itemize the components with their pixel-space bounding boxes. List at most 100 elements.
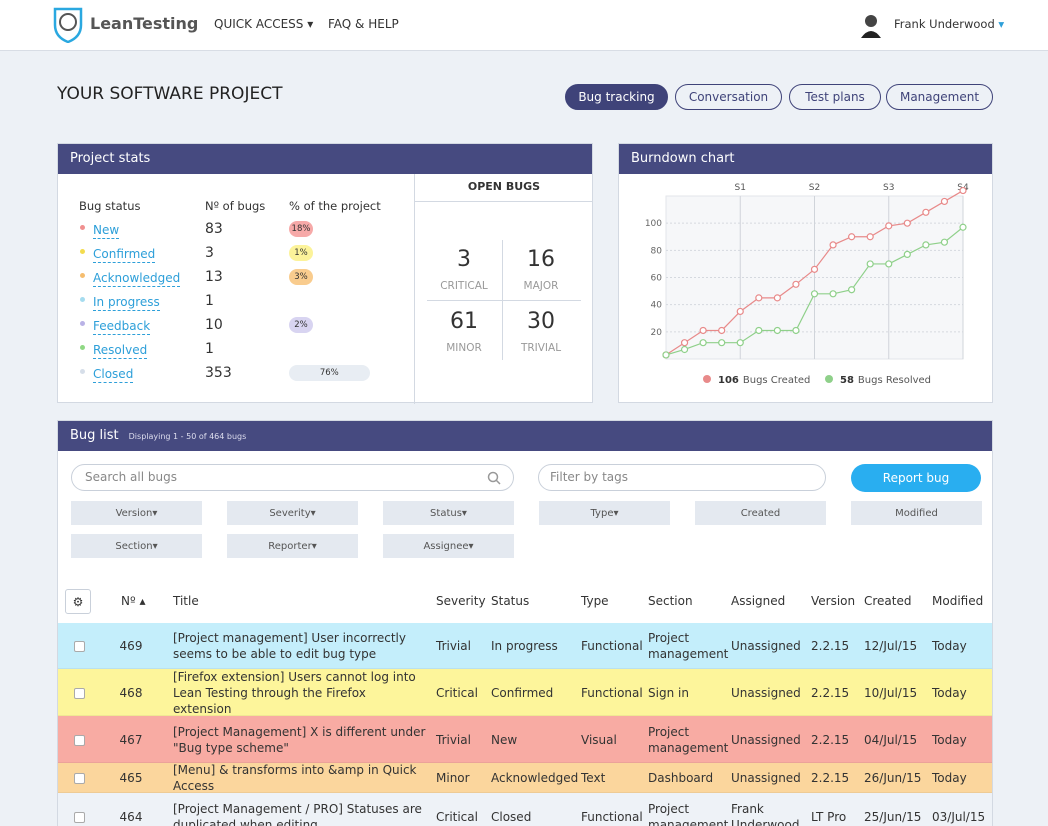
bug-cell: Text <box>581 771 606 785</box>
open-label: CRITICAL <box>440 280 488 292</box>
bug-cell: Acknowledged <box>491 771 579 785</box>
bug-row[interactable]: 465 [Menu] & transforms into &amp in Quic… <box>58 763 992 793</box>
row-checkbox[interactable] <box>74 641 85 652</box>
column-header[interactable]: Severity <box>436 594 486 608</box>
status-link[interactable]: Closed <box>93 367 134 383</box>
filter-button[interactable]: Modified <box>851 501 982 525</box>
point <box>866 233 874 241</box>
status-link[interactable]: Confirmed <box>93 247 156 263</box>
filter-button[interactable]: Reporter ▾ <box>227 534 358 558</box>
filter-button[interactable]: Severity ▾ <box>227 501 358 525</box>
column-header[interactable]: Title <box>173 594 199 608</box>
tab[interactable]: Bug tracking <box>565 84 668 110</box>
row-checkbox[interactable] <box>74 734 85 746</box>
column-header[interactable]: Modified <box>932 594 984 608</box>
bug-count: 13 <box>205 269 223 285</box>
filter-button[interactable]: Section ▾ <box>71 534 202 558</box>
filter-button[interactable]: Version ▾ <box>71 501 202 525</box>
bug-cell: [Project management] User incorrectly se… <box>173 631 406 661</box>
percent-pill: 1% <box>289 245 313 261</box>
filter-button[interactable]: Assignee ▾ <box>383 534 514 558</box>
bug-cell: New <box>491 732 518 747</box>
legend-dot <box>825 375 833 383</box>
status-link[interactable]: Resolved <box>93 343 148 359</box>
nav-quick-access[interactable]: QUICK ACCESS ▾ <box>214 17 314 31</box>
point <box>662 351 670 359</box>
status-link[interactable]: New <box>93 223 120 239</box>
point <box>885 222 893 230</box>
column-header[interactable]: Status <box>491 594 530 608</box>
button-label: Report bug <box>882 471 950 485</box>
tab-label: Management <box>899 90 980 104</box>
bug-cell: Today <box>932 639 967 653</box>
filter-label: Version <box>115 507 153 519</box>
filter-button[interactable]: Status ▾ <box>383 501 514 525</box>
point <box>866 260 874 268</box>
tab[interactable]: Conversation <box>675 84 782 110</box>
open-bugs-title: OPEN BUGS <box>467 180 541 193</box>
column-header: Bug status <box>79 199 141 213</box>
open-count: 30 <box>527 309 555 334</box>
filter-button[interactable]: Created <box>695 501 826 525</box>
user-name: Frank Underwood <box>894 17 995 31</box>
user-menu[interactable]: Frank Underwood ▾ <box>894 17 1005 31</box>
point <box>680 339 689 347</box>
row-checkbox[interactable] <box>74 773 85 784</box>
open-count: 3 <box>457 247 471 272</box>
column-header[interactable]: Created <box>864 594 912 608</box>
settings-button[interactable]: ⚙ <box>65 589 91 614</box>
bug-cell: Functional <box>581 685 643 700</box>
report-bug-button[interactable]: Report bug <box>851 464 981 492</box>
tab[interactable]: Management <box>886 84 993 110</box>
nav-label: QUICK ACCESS <box>214 17 304 31</box>
bug-row[interactable]: 469 [Project management] User incorrectly… <box>58 623 992 669</box>
y-tick-label: 20 <box>651 328 663 338</box>
status-dot <box>80 249 85 254</box>
bug-cell: Today <box>932 771 967 785</box>
panel-title: Project stats <box>58 144 592 174</box>
legend-name: Bugs Created <box>743 375 811 386</box>
bug-cell: 2.2.15 <box>811 771 850 785</box>
bug-cell: Project management <box>648 801 729 826</box>
point <box>885 260 893 268</box>
bug-cell: Project management <box>648 631 729 661</box>
point <box>922 241 930 249</box>
legend-dot <box>703 375 711 383</box>
status-link[interactable]: Feedback <box>93 319 151 335</box>
row-checkbox[interactable] <box>74 687 85 699</box>
bug-cell: Critical <box>436 685 478 700</box>
row-checkbox[interactable] <box>74 811 85 823</box>
point <box>848 233 856 241</box>
bug-row[interactable]: 467 [Project Management] X is different u… <box>58 716 992 763</box>
bug-cell: 03/Jul/15 <box>932 809 986 824</box>
column-header[interactable]: Type <box>581 594 609 608</box>
status-link[interactable]: Acknowledged <box>93 271 181 287</box>
y-tick-label: 40 <box>651 301 663 311</box>
point <box>959 223 967 231</box>
bug-cell: 2.2.15 <box>811 732 850 747</box>
tags-input[interactable]: Filter by tags <box>538 464 826 491</box>
column-header[interactable]: Nº ▴ <box>121 594 146 608</box>
bug-list-panel: Bug list Displaying 1 - 50 of 464 bugs Se… <box>57 420 993 826</box>
bug-row[interactable]: 464 [Project Management / PRO] Statuses a… <box>58 793 992 826</box>
column-header[interactable]: Version <box>811 594 856 608</box>
column-header[interactable]: Assigned <box>731 594 786 608</box>
bug-cell: Dashboard <box>648 771 714 785</box>
point <box>940 197 949 206</box>
status-link[interactable]: In progress <box>93 295 160 311</box>
point <box>792 326 800 335</box>
bug-row[interactable]: 468 [Firefox extension] Users cannot log … <box>58 669 992 716</box>
legend-total: 106 <box>718 375 739 386</box>
divider <box>427 300 581 301</box>
tab[interactable]: Test plans <box>789 84 881 110</box>
search-input[interactable]: Search all bugs <box>71 464 514 491</box>
nav-faq[interactable]: FAQ & HELP <box>328 17 399 31</box>
bug-cell: 10/Jul/15 <box>864 685 918 700</box>
placeholder: Search all bugs <box>85 470 177 484</box>
filter-button[interactable]: Type ▾ <box>539 501 670 525</box>
bug-cell: Today <box>932 732 967 747</box>
bug-cell: [Project Management / PRO] Statuses are … <box>173 801 422 826</box>
divider <box>415 201 593 202</box>
bug-cell: Sign in <box>648 685 689 700</box>
column-header[interactable]: Section <box>648 594 693 608</box>
